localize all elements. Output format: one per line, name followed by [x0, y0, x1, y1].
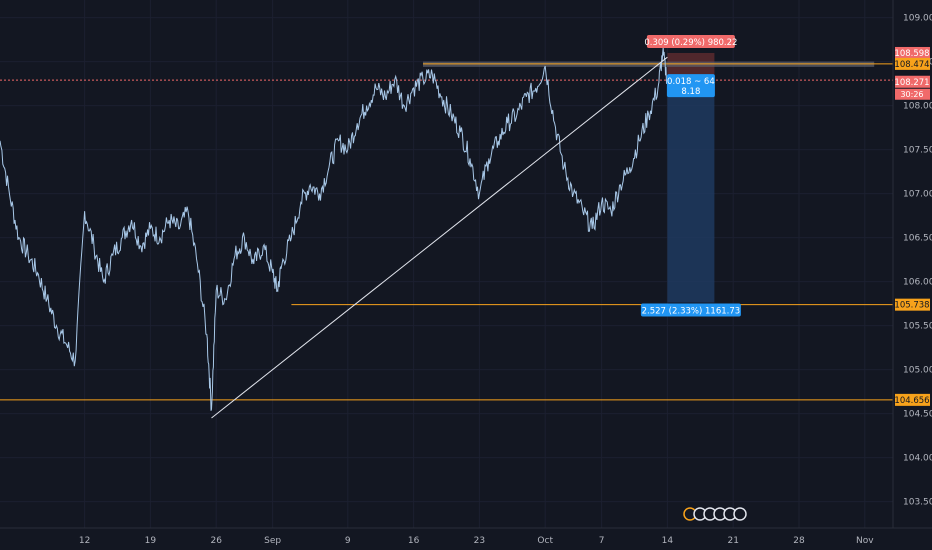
y-tick-label: 106.500: [903, 234, 932, 244]
x-tick-label: 7: [599, 536, 605, 546]
event-marker[interactable]: [733, 507, 747, 521]
price-axis-tag-text: 108.598: [894, 49, 929, 59]
position-tags: 0.309 (0.29%) 980.22 0.018 ~ 648.18 2.527 …: [640, 34, 741, 317]
y-tick-label: 108.000: [903, 102, 932, 112]
target-tag: [640, 303, 741, 317]
price-axis-tag-text: 104.656: [894, 396, 929, 406]
entry-tag: [666, 74, 715, 98]
horizontal-levels[interactable]: [0, 63, 893, 401]
price-axis-labels: 108.598108.474108.289108.27130:26105.762…: [894, 46, 930, 406]
x-tick-label: 23: [474, 536, 485, 546]
y-tick-label: 103.500: [903, 498, 932, 508]
x-tick-label: 16: [408, 536, 420, 546]
price-axis-tag: [895, 298, 930, 311]
y-tick-label: 105.000: [903, 366, 932, 376]
y-tick-label: 107.500: [903, 146, 932, 156]
price-axis-tag: [895, 75, 930, 88]
x-tick-label: 21: [727, 536, 738, 546]
x-tick-label: Sep: [264, 536, 281, 546]
x-tick-label: 9: [345, 536, 351, 546]
time-axis[interactable]: 12 19 26 Sep 9 16 23 Oct 7 14 21 28 Nov: [79, 536, 874, 546]
price-axis-tag: [895, 57, 930, 70]
stop-tag: [646, 34, 735, 48]
x-tick-label: 28: [793, 536, 805, 546]
price-axis-tag: [895, 393, 930, 406]
entry-tag-text: 8.18: [681, 87, 700, 97]
stop-tag-text: 0.309 (0.29%) 980.22: [644, 38, 737, 48]
x-tick-label: Oct: [537, 536, 553, 546]
price-axis-tag: [895, 46, 930, 59]
price-series: [0, 47, 668, 411]
y-tick-label: 107.000: [903, 190, 932, 200]
trend-line[interactable]: [211, 56, 668, 419]
grid: [0, 0, 893, 528]
y-tick-label: 105.500: [903, 322, 932, 332]
price-axis-tag-text: 105.738: [894, 301, 929, 311]
price-axis-tag-text: 108.474: [894, 60, 929, 70]
countdown-tag-text: 30:26: [900, 90, 923, 99]
x-tick-label: Nov: [856, 536, 874, 546]
price-axis-tag-text: 108.271: [894, 78, 929, 88]
x-tick-label: 14: [662, 536, 674, 546]
y-tick-label: 109.000: [903, 14, 932, 24]
take-profit-zone[interactable]: [667, 80, 715, 303]
economic-events-row[interactable]: [683, 507, 747, 521]
countdown-tag: [895, 88, 930, 100]
entry-tag-text: 0.018 ~ 64: [667, 77, 715, 87]
y-tick-label: 104.500: [903, 410, 932, 420]
x-tick-label: 12: [79, 536, 90, 546]
target-tag-text: 2.527 (2.33%) 1161.73: [642, 307, 741, 317]
ascending-trendline[interactable]: [211, 56, 668, 419]
x-tick-label: 19: [145, 536, 157, 546]
x-tick-label: 26: [210, 536, 222, 546]
y-tick-label: 104.000: [903, 454, 932, 464]
y-tick-label: 106.000: [903, 278, 932, 288]
price-line: [0, 47, 668, 411]
